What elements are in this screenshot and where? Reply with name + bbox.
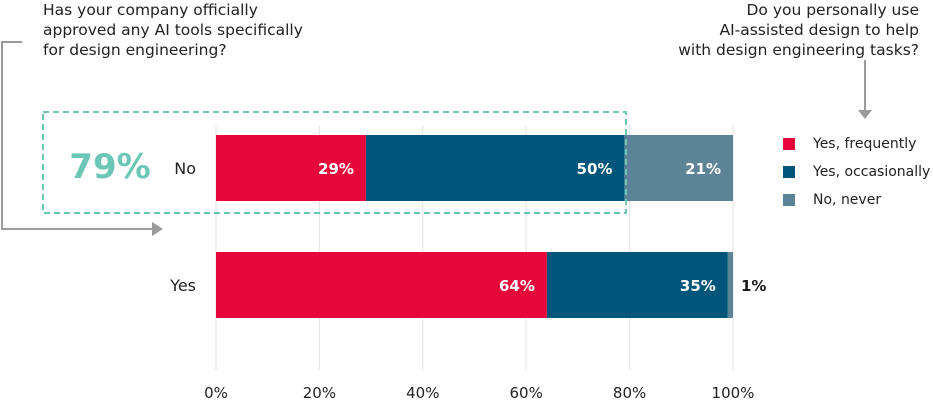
x-tick-label: 80%	[613, 384, 646, 400]
value-label: 50%	[577, 160, 613, 178]
right-pointing-arrow-icon	[152, 222, 163, 236]
value-label: 35%	[680, 277, 716, 295]
bar-segment	[546, 252, 728, 318]
x-tick-label: 40%	[406, 384, 439, 400]
legend-item: No, never	[783, 186, 930, 214]
x-axis-tick-labels: 0% 20% 40% 60% 80% 100%	[204, 384, 754, 400]
x-tick-label: 60%	[510, 384, 543, 400]
legend: Yes, frequently Yes, occasionally No, neve…	[783, 130, 930, 214]
legend-item: Yes, frequently	[783, 130, 930, 158]
category-label: No	[174, 159, 196, 178]
legend-label: No, never	[813, 192, 882, 208]
bar-segments	[216, 135, 733, 318]
highlight-percent: 79%	[69, 147, 150, 187]
x-tick-label: 0%	[204, 384, 228, 400]
x-tick-label: 20%	[303, 384, 336, 400]
bar-segment	[727, 252, 733, 318]
legend-swatch	[783, 166, 795, 178]
value-label: 21%	[685, 160, 721, 178]
legend-swatch	[783, 194, 795, 206]
bar-segment	[624, 135, 733, 201]
category-labels: No Yes	[169, 159, 196, 295]
left-connector-line	[1, 41, 152, 230]
bar-segment	[216, 135, 366, 201]
bar-segment	[216, 252, 547, 318]
value-label: 29%	[318, 160, 354, 178]
bar-segment	[365, 135, 625, 201]
value-labels: 29% 50% 21% 64% 35% 1%	[318, 160, 766, 295]
left-question: Has your company officially approved any…	[43, 1, 303, 59]
right-question: Do you personally use AI-assisted design…	[678, 1, 919, 59]
x-tick-label: 100%	[712, 384, 755, 400]
legend-item: Yes, occasionally	[783, 158, 930, 186]
value-label: 1%	[741, 277, 766, 295]
category-label: Yes	[169, 276, 196, 295]
down-pointing-arrow-icon	[858, 110, 872, 119]
legend-label: Yes, frequently	[813, 136, 917, 152]
connector-arrows	[1, 41, 872, 236]
legend-label: Yes, occasionally	[813, 164, 931, 180]
highlight-box	[42, 111, 627, 214]
value-label: 64%	[499, 277, 535, 295]
legend-swatch	[783, 138, 795, 150]
